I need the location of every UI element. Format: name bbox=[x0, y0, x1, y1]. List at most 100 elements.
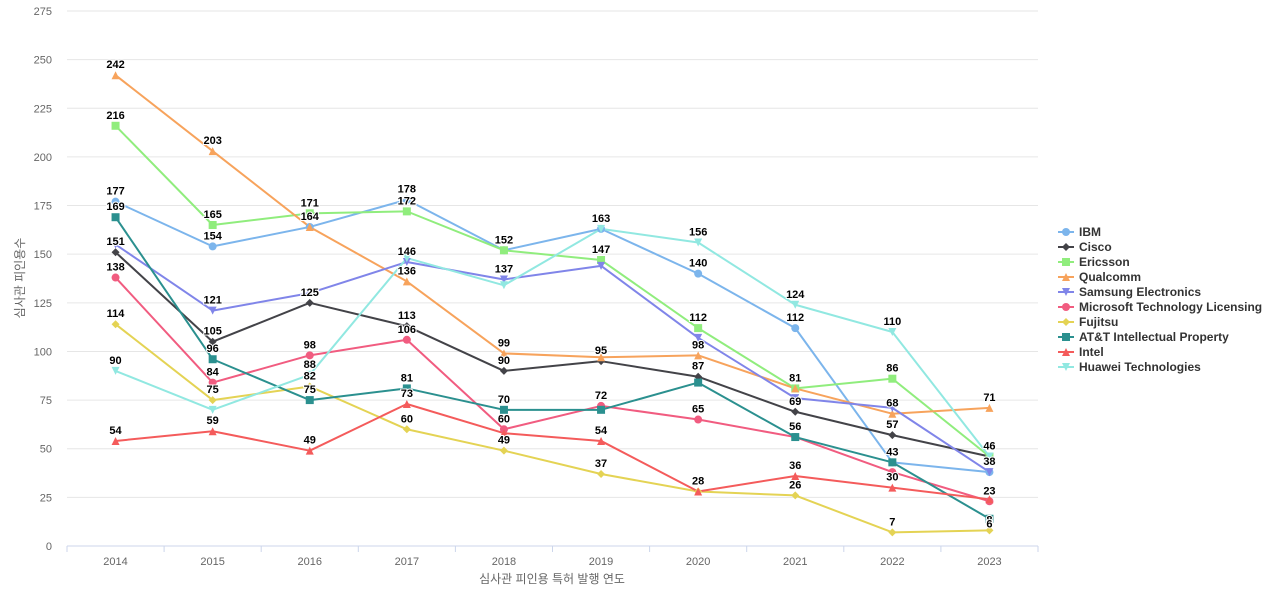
axes: 0 25 50 75 100 125 150 175 200 225 250 275 2014 2015 2… bbox=[34, 6, 1039, 568]
data-label: 136 bbox=[398, 265, 416, 277]
data-point-marker bbox=[305, 382, 314, 391]
data-point-marker bbox=[305, 370, 314, 379]
data-point-marker bbox=[694, 324, 703, 333]
data-label: 95 bbox=[595, 345, 607, 357]
legend-item[interactable]: Ericsson bbox=[1058, 254, 1262, 269]
data-label: 172 bbox=[398, 195, 416, 207]
y-tick-label: 275 bbox=[34, 6, 52, 18]
x-axis-title: 심사관 피인용 특허 발행 연도 bbox=[479, 571, 625, 586]
y-tick-label: 100 bbox=[34, 346, 52, 358]
data-point-marker bbox=[499, 281, 508, 290]
data-point-marker bbox=[402, 195, 411, 204]
data-label: 152 bbox=[495, 234, 513, 246]
data-point-marker bbox=[694, 351, 703, 360]
series-line-8 bbox=[114, 402, 991, 501]
data-point-marker bbox=[208, 427, 217, 436]
data-label: 90 bbox=[109, 355, 121, 367]
legend-item[interactable]: Cisco bbox=[1058, 239, 1262, 254]
data-label: 112 bbox=[689, 312, 707, 324]
legend-item[interactable]: Intel bbox=[1058, 344, 1262, 359]
data-label: 59 bbox=[207, 415, 219, 427]
data-label: 156 bbox=[689, 227, 707, 239]
legend-label: Microsoft Technology Licensing bbox=[1079, 299, 1263, 314]
data-point-marker bbox=[208, 378, 217, 387]
data-point-marker bbox=[305, 351, 314, 360]
data-label: 121 bbox=[203, 295, 221, 307]
data-point-marker bbox=[111, 436, 120, 445]
data-point-marker bbox=[694, 378, 703, 387]
legend-item[interactable]: Huawei Technologies bbox=[1058, 359, 1262, 374]
data-label: 138 bbox=[106, 262, 124, 274]
data-point-marker bbox=[111, 273, 120, 282]
data-point-marker bbox=[208, 396, 217, 405]
series-line-1 bbox=[114, 251, 991, 458]
legend-symbol bbox=[1058, 257, 1074, 266]
data-point-marker bbox=[208, 306, 217, 315]
data-point-marker bbox=[791, 471, 800, 480]
legend-item[interactable]: IBM bbox=[1058, 224, 1262, 239]
data-label: 98 bbox=[304, 339, 316, 351]
data-point-marker bbox=[888, 468, 897, 477]
data-point-marker bbox=[985, 452, 994, 461]
legend: IBM Cisco Ericsson Qualcomm Samsung Electron… bbox=[1058, 224, 1262, 374]
data-point-marker bbox=[597, 261, 606, 270]
data-label: 6 bbox=[986, 518, 992, 530]
series-line-7 bbox=[114, 216, 991, 520]
data-point-marker bbox=[499, 405, 508, 414]
x-tick-label: 2018 bbox=[492, 556, 516, 568]
data-label: 140 bbox=[689, 258, 707, 270]
data-point-marker bbox=[694, 238, 703, 247]
legend-item[interactable]: AT&T Intellectual Property bbox=[1058, 329, 1262, 344]
series-line-3 bbox=[114, 74, 991, 415]
legend-label: Samsung Electronics bbox=[1079, 284, 1202, 299]
legend-marker bbox=[1062, 257, 1070, 266]
data-point-marker bbox=[791, 324, 800, 333]
legend-symbol bbox=[1058, 272, 1074, 281]
data-label: 99 bbox=[498, 337, 510, 349]
data-point-marker bbox=[402, 322, 411, 331]
data-label: 26 bbox=[789, 479, 801, 491]
legend-item[interactable]: Microsoft Technology Licensing bbox=[1058, 299, 1262, 314]
data-point-marker bbox=[305, 396, 314, 405]
legend-marker bbox=[1062, 287, 1070, 296]
data-label: 90 bbox=[498, 355, 510, 367]
data-label: 96 bbox=[207, 343, 219, 355]
legend-symbol bbox=[1058, 302, 1074, 311]
legend-label: Cisco bbox=[1079, 239, 1112, 254]
data-point-marker bbox=[499, 366, 508, 375]
data-label: 43 bbox=[886, 446, 898, 458]
data-point-marker bbox=[111, 320, 120, 329]
data-point-marker bbox=[499, 429, 508, 438]
legend-item[interactable]: Fujitsu bbox=[1058, 314, 1262, 329]
data-point-marker bbox=[111, 366, 120, 375]
y-tick-label: 200 bbox=[34, 152, 52, 164]
legend-label: AT&T Intellectual Property bbox=[1079, 329, 1229, 344]
data-point-marker bbox=[888, 458, 897, 467]
data-point-marker bbox=[208, 221, 217, 229]
data-point-marker bbox=[888, 409, 897, 418]
legend-marker bbox=[1062, 317, 1070, 326]
data-label: 68 bbox=[886, 398, 898, 410]
legend-symbol bbox=[1058, 287, 1074, 296]
data-label: 37 bbox=[595, 458, 607, 470]
legend-item[interactable]: Qualcomm bbox=[1058, 269, 1262, 284]
data-point-marker bbox=[694, 487, 703, 496]
legend-item[interactable]: Samsung Electronics bbox=[1058, 284, 1262, 299]
data-label: 82 bbox=[304, 370, 316, 382]
data-label: 216 bbox=[106, 110, 124, 122]
y-tick-label: 225 bbox=[34, 103, 52, 115]
data-point-marker bbox=[985, 514, 994, 523]
data-point-marker bbox=[597, 436, 606, 445]
data-point-marker bbox=[888, 328, 897, 336]
data-label: 146 bbox=[398, 246, 416, 258]
x-tick-label: 2017 bbox=[395, 556, 419, 568]
data-point-marker bbox=[791, 300, 800, 309]
legend-label: IBM bbox=[1079, 224, 1101, 239]
data-label: 73 bbox=[401, 388, 413, 400]
series-lines bbox=[114, 74, 991, 534]
legend-label: Ericsson bbox=[1079, 254, 1130, 269]
data-point-marker bbox=[402, 254, 411, 263]
data-label: 84 bbox=[207, 367, 220, 379]
data-point-marker bbox=[111, 213, 120, 222]
data-label: 46 bbox=[983, 441, 995, 453]
